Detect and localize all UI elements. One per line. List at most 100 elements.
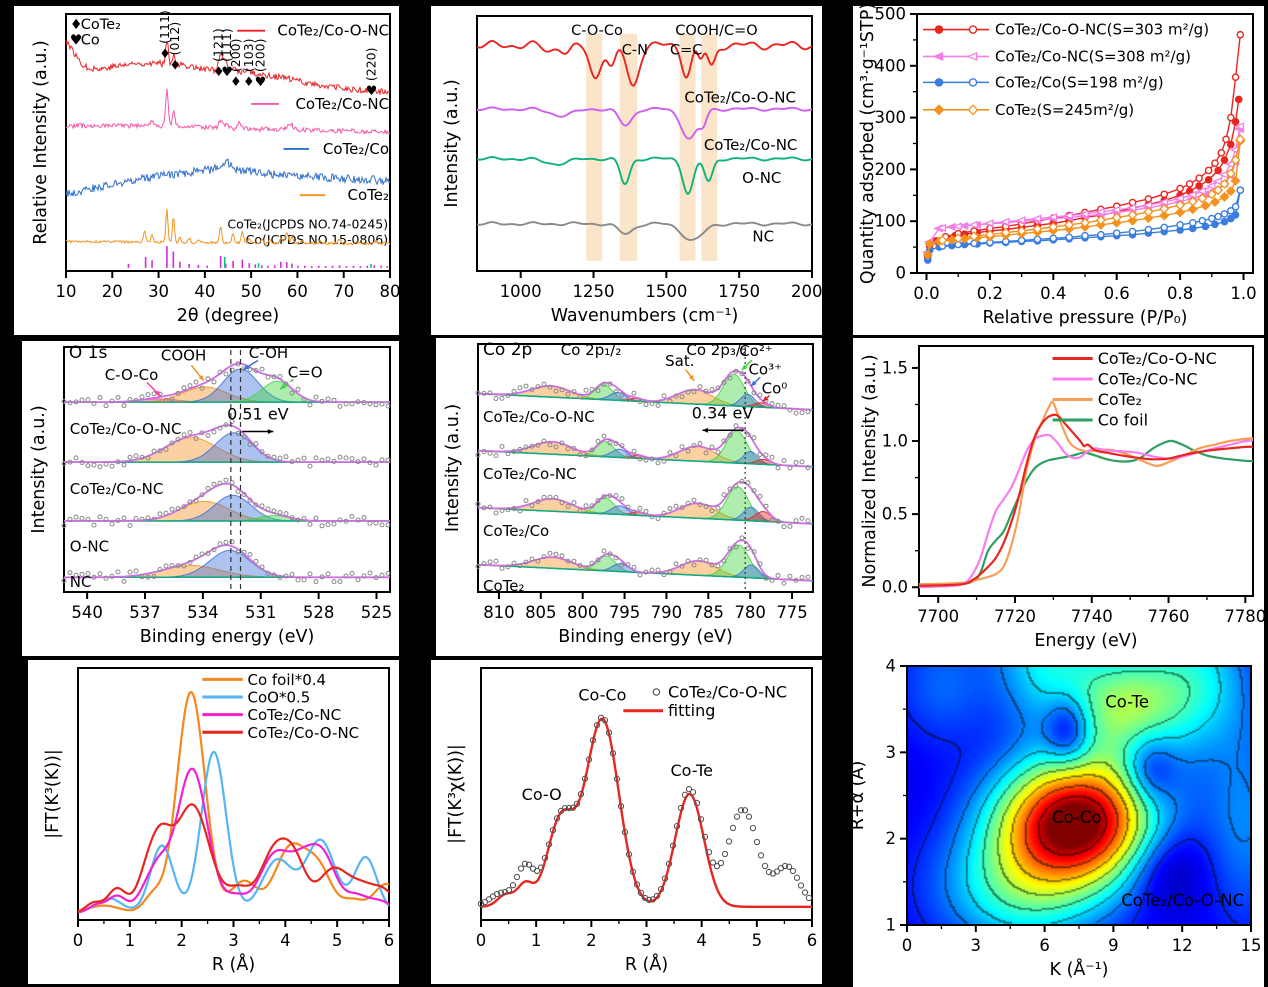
xps-raw-point	[679, 444, 685, 450]
xps-raw-point	[103, 403, 109, 409]
plot-box	[476, 15, 813, 272]
xps-baseline	[477, 506, 814, 525]
xps-raw-point	[583, 503, 589, 509]
legend-label: CoO*0.5	[247, 688, 310, 706]
xps-raw-point	[541, 381, 547, 387]
exafs-data-point	[509, 882, 517, 889]
exafs-data-point	[569, 804, 577, 811]
xps-raw-point	[175, 563, 181, 569]
exafs-data-point	[741, 807, 749, 814]
plot-box	[906, 665, 1252, 926]
exafs-data-point	[617, 803, 625, 810]
xps-raw-point	[157, 448, 163, 454]
exafs-data-point	[533, 867, 541, 875]
xps-raw-point	[493, 396, 499, 402]
xps-raw-point	[637, 456, 643, 462]
legend-label: CoTe₂/Co-O-NC	[668, 683, 787, 702]
region-label: Co²⁺	[739, 342, 773, 360]
y-axis-label: Normalized Intensity (a.u.)	[860, 354, 880, 587]
xps-raw-point	[613, 389, 619, 395]
y-axis-label: |FT(K³(K))|	[43, 749, 63, 839]
xps-raw-point	[295, 517, 301, 523]
xps-raw-point	[559, 440, 565, 446]
peak-hkl-label: (111)	[157, 10, 172, 44]
xps-raw-point	[619, 443, 625, 449]
xps-raw-point	[133, 516, 139, 522]
xps-raw-point	[289, 515, 295, 521]
x-tick-label: 810	[483, 603, 515, 622]
peak-hkl-label: (121)	[211, 28, 226, 62]
isotherm-point	[1206, 189, 1217, 200]
isotherm-point	[1187, 204, 1198, 215]
x-tick-label: 7760	[1148, 607, 1190, 626]
xps-raw-point	[223, 539, 229, 545]
xps-envelope	[477, 481, 813, 525]
xps-raw-point	[529, 503, 535, 509]
xps-raw-point	[559, 387, 565, 393]
xps-raw-point	[367, 520, 373, 526]
xps-raw-point	[505, 393, 511, 399]
xps-raw-point	[697, 440, 703, 446]
xps-raw-point	[121, 515, 127, 521]
xps-raw-point	[793, 577, 799, 583]
xps-raw-point	[565, 503, 571, 509]
xps-raw-point	[553, 551, 559, 557]
xps-raw-point	[331, 397, 337, 403]
xps-raw-point	[361, 514, 367, 520]
xps-raw-point	[781, 524, 787, 530]
isotherm-point	[1160, 190, 1169, 199]
xps-raw-point	[727, 486, 733, 492]
xps-raw-point	[145, 455, 151, 461]
xps-raw-point	[295, 386, 301, 392]
xps-raw-point	[649, 567, 655, 573]
xps-raw-point	[163, 397, 169, 403]
arrow-head	[688, 374, 695, 381]
xps-raw-point	[247, 552, 253, 558]
isotherm-point	[936, 223, 947, 233]
xrd-body: CoTe₂(JCPDS NO.74-0245)Co(JCPDS NO.15-08…	[65, 10, 391, 268]
xps-raw-point	[277, 574, 283, 580]
xps-raw-point	[223, 422, 229, 428]
exafs-data-point	[545, 841, 553, 848]
xps-raw-point	[223, 477, 229, 483]
component-label: C-OH	[249, 344, 288, 362]
isotherm-point	[1112, 229, 1121, 237]
spectrum-label: CoTe₂/Co-O-NC	[483, 408, 595, 426]
xps-raw-point	[289, 571, 295, 577]
isotherm-point	[1094, 207, 1105, 216]
xps-raw-point	[265, 570, 271, 576]
xps-raw-point	[211, 547, 217, 553]
isotherm-point	[1126, 203, 1137, 212]
xps-raw-point	[613, 493, 619, 499]
xps-raw-point	[319, 398, 325, 404]
xps-raw-point	[769, 400, 775, 406]
xps-raw-point	[643, 402, 649, 408]
isotherm-point	[1047, 212, 1058, 222]
xps-raw-point	[205, 376, 211, 382]
bet-svg: 0.0 0.2 0.4 0.6 0.8 1.0 0 100 200 300 400 500 Relati…	[858, 6, 1257, 328]
xps-raw-point	[727, 375, 733, 381]
xps-raw-point	[787, 523, 793, 529]
xps-raw-point	[769, 517, 775, 523]
xps-raw-point	[619, 392, 625, 398]
series-label: CoTe₂	[348, 186, 390, 204]
xps-raw-point	[349, 401, 355, 407]
xps-raw-point	[385, 403, 391, 409]
y-axis-label: Intensity (a.u.)	[442, 79, 462, 207]
xps-raw-point	[379, 572, 385, 578]
band-label: C=C	[670, 42, 702, 58]
series-label: O-NC	[742, 169, 781, 187]
xps-raw-point	[709, 386, 715, 392]
xps-raw-point	[337, 403, 343, 409]
isotherm-point	[1231, 211, 1240, 219]
isotherm-point	[1217, 149, 1226, 157]
xps-raw-point	[367, 401, 373, 407]
isotherm-point	[1209, 197, 1220, 208]
xps-raw-point	[121, 462, 127, 468]
xps-raw-point	[583, 387, 589, 393]
xps-raw-point	[757, 561, 763, 567]
axes: 0 1 2 3 4 5 6 R (Å) |FT(K³χ(K))|	[446, 667, 817, 975]
ft-series-2	[77, 750, 390, 914]
xps-raw-point	[505, 564, 511, 570]
